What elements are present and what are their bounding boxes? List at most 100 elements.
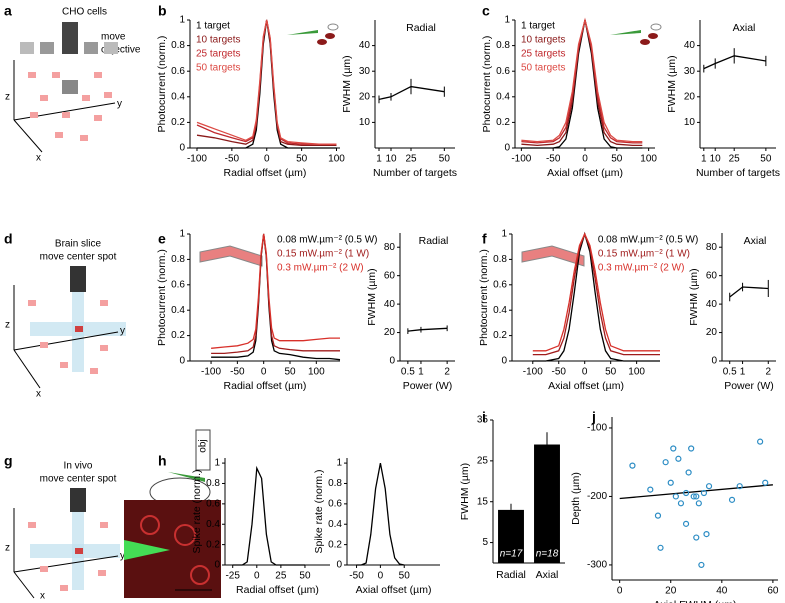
x-tick-label: -25 — [225, 571, 240, 582]
y-tick-label: 0.8 — [493, 254, 507, 265]
y-tick-label: 0.2 — [171, 330, 185, 341]
y-tick-label: 0 — [336, 560, 342, 571]
y-tick-label: 80 — [706, 242, 718, 253]
y-tick-label: 0.6 — [171, 279, 185, 290]
y-tick-label: 1 — [504, 15, 510, 26]
series-line — [532, 232, 660, 352]
y-tick-label: 0.8 — [328, 478, 342, 489]
x-tick-label: 50 — [605, 367, 617, 378]
x-axis-label: Number of targets — [696, 167, 780, 179]
axis-line — [13, 349, 41, 389]
x-axis-label: Axial offset (µm) — [356, 584, 432, 596]
point — [695, 500, 702, 507]
x-tick-label: 0.5 — [723, 367, 737, 378]
y-tick-label: 0.2 — [496, 117, 510, 128]
x-tick-label: -50 — [230, 367, 245, 378]
x-tick-label: -50 — [349, 571, 364, 582]
x-tick-label: Axial — [536, 569, 559, 581]
y-tick-label: 0.4 — [171, 91, 185, 102]
y-tick-label: 0 — [179, 143, 185, 154]
point — [662, 459, 669, 466]
x-tick-label: -100 — [201, 367, 221, 378]
y-tick-label: 0.8 — [496, 40, 510, 51]
y-tick-label: 60 — [706, 270, 718, 281]
pipette — [168, 472, 205, 482]
point — [685, 469, 692, 476]
point — [705, 483, 713, 490]
y-tick-label: 1 — [179, 229, 185, 240]
objective — [195, 429, 211, 471]
schematic-title: In vivo — [64, 461, 93, 472]
series-line — [211, 233, 340, 349]
point — [688, 445, 695, 452]
x-tick-label: 0 — [617, 586, 623, 597]
y-tick-label: 1 — [336, 458, 342, 469]
schematic-title: Brain slice — [55, 239, 102, 250]
y-tick-label: 0 — [501, 356, 507, 367]
x-axis-label: Axial offset (µm) — [547, 167, 623, 179]
legend-label: 10 targets — [196, 35, 240, 46]
cells — [28, 300, 108, 374]
y-tick-label: 1 — [214, 458, 220, 469]
point — [677, 500, 685, 507]
series-line — [232, 465, 305, 566]
point — [690, 493, 697, 500]
inset-icon — [199, 23, 662, 267]
objective — [84, 42, 98, 54]
y-tick-label: 0 — [179, 356, 185, 367]
y-tick-label: 0.2 — [493, 330, 507, 341]
x-tick-label: 50 — [760, 154, 772, 165]
x-tick-label: 60 — [767, 586, 779, 597]
point — [693, 534, 700, 541]
point — [657, 544, 664, 551]
x-tick-label: 2 — [766, 367, 772, 378]
x-axis-label: Radial offset (µm) — [224, 167, 307, 179]
point — [682, 489, 690, 497]
axis-letter: z — [5, 543, 10, 554]
point — [757, 438, 764, 445]
x-tick-label: 50 — [439, 154, 451, 165]
axis-letter: x — [36, 389, 41, 400]
y-axis-label: FWHM (µm) — [341, 55, 353, 112]
x-tick-label: 25 — [729, 154, 741, 165]
cells — [28, 72, 112, 141]
x-tick-label: -100 — [523, 367, 543, 378]
y-tick-label: -300 — [587, 560, 607, 571]
x-tick-label: 0 — [378, 571, 384, 582]
y-tick-label: 0.4 — [328, 519, 342, 530]
x-tick-label: 1 — [418, 367, 424, 378]
axis-letter: y — [117, 99, 122, 110]
x-tick-label: 50 — [399, 571, 411, 582]
y-tick-label: 0.8 — [171, 40, 185, 51]
point — [647, 486, 654, 493]
x-tick-label: 25 — [275, 571, 287, 582]
y-tick-label: 20 — [384, 327, 396, 338]
y-tick-label: 0.6 — [328, 498, 342, 509]
x-tick-label: 25 — [405, 154, 417, 165]
point — [667, 479, 674, 486]
x-tick-label: 100 — [628, 367, 645, 378]
y-tick-label: 1 — [179, 15, 185, 26]
y-tick-label: 15 — [477, 496, 489, 507]
objective — [70, 488, 86, 512]
point — [698, 561, 705, 569]
y-tick-label: 0 — [711, 356, 717, 367]
y-tick-label: 0 — [389, 356, 395, 367]
y-tick-label: 1 — [501, 229, 507, 240]
x-tick-label: -50 — [546, 154, 561, 165]
series-line — [378, 85, 445, 101]
axis-letter: x — [36, 153, 41, 164]
axis-line — [13, 331, 119, 351]
x-tick-label: 50 — [299, 571, 311, 582]
axis-line — [13, 571, 35, 599]
x-tick-label: 2 — [444, 367, 450, 378]
y-tick-label: 35 — [477, 415, 489, 426]
bar-annotation: n=18 — [536, 549, 559, 560]
x-tick-label: 100 — [308, 367, 325, 378]
cell — [140, 515, 160, 535]
objective — [62, 22, 78, 54]
y-tick-label: 0.2 — [328, 539, 342, 550]
axis-letter: z — [5, 320, 10, 331]
legend-label: 0.15 mW.µm⁻² (1 W) — [277, 249, 369, 260]
